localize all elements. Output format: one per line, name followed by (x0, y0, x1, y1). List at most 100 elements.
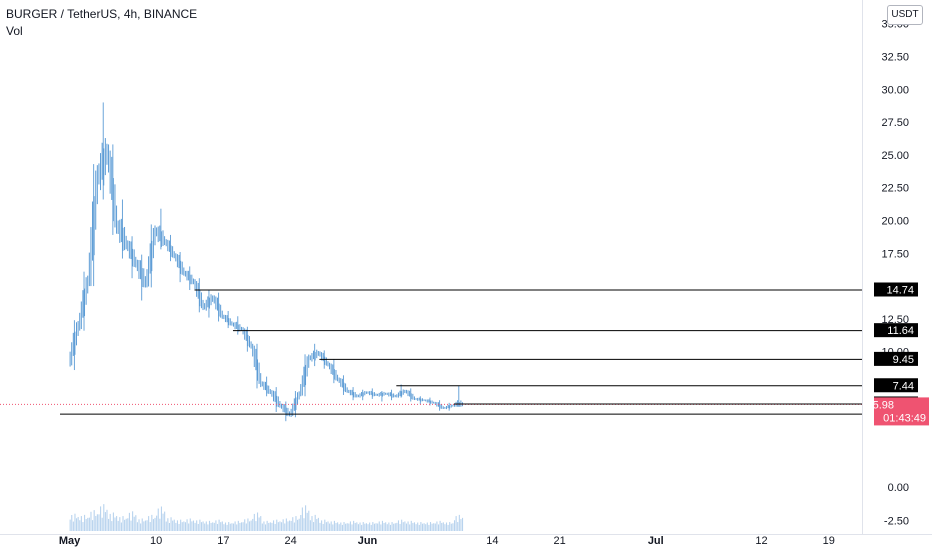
volume-bar (250, 520, 252, 531)
volume-bar (148, 516, 150, 531)
volume-bar (106, 509, 108, 531)
volume-bar (223, 524, 225, 531)
volume-bar (295, 516, 297, 531)
volume-bar (146, 520, 148, 531)
price-tick-label: 22.50 (881, 183, 909, 195)
volume-bar (80, 516, 82, 531)
volume-bar (255, 521, 257, 531)
volume-bar (194, 522, 196, 531)
volume-bar (93, 510, 95, 531)
volume-bar (404, 521, 406, 531)
volume-bar (192, 520, 195, 531)
price-tick-label: 12.50 (881, 314, 909, 326)
volume-bar (369, 522, 371, 531)
volume-bar (103, 504, 105, 531)
time-tick-label: Jun (358, 535, 378, 547)
volume-bar (300, 514, 302, 531)
price-tick-label: 20.00 (881, 216, 909, 228)
price-tick-label: 17.50 (881, 248, 909, 260)
volume-bar (410, 520, 412, 531)
volume-bar (426, 522, 428, 531)
volume-bar (127, 518, 129, 531)
volume-bar (325, 522, 327, 531)
volume-bar (292, 517, 294, 531)
volume-bar (290, 520, 292, 531)
time-tick-label: 21 (554, 535, 566, 547)
volume-bar (305, 505, 307, 531)
volume-bar (383, 522, 385, 531)
volume-bar (337, 522, 339, 531)
volume-bar (98, 514, 100, 531)
volume-bar (87, 517, 89, 531)
currency-button[interactable]: USDT (887, 5, 923, 25)
volume-bar (128, 512, 130, 531)
volume-bar (260, 516, 262, 531)
volume-bar (285, 518, 287, 531)
volume-bar (140, 523, 142, 531)
volume-bar (228, 522, 230, 531)
volume-bar (362, 522, 364, 531)
volume-bar (122, 516, 124, 531)
volume-bar (178, 523, 180, 531)
volume-bar (256, 512, 259, 531)
volume-bar (284, 523, 286, 531)
price-tick-label: 32.50 (881, 52, 909, 64)
volume-bar (276, 519, 278, 531)
volume-bar (281, 522, 283, 531)
volume-bar (220, 522, 222, 531)
volume-bar (415, 524, 417, 531)
volume-bar (433, 523, 435, 531)
volume-bar (92, 520, 94, 531)
volume-bar (184, 522, 187, 531)
volume-bar (436, 521, 438, 531)
time-tick-label: 14 (486, 535, 498, 547)
volume-bar (204, 523, 206, 531)
volume-bar (298, 518, 300, 531)
volume-bar (167, 518, 169, 531)
volume-bar (279, 521, 281, 531)
volume-bar (319, 522, 321, 531)
time-tick-label: 12 (755, 535, 767, 547)
time-tick-label: Jul (648, 535, 664, 547)
volume-bar (377, 523, 379, 531)
volume-bar (316, 519, 318, 531)
volume-bar (229, 523, 231, 531)
volume-bar (271, 522, 273, 531)
volume-bar (442, 522, 444, 531)
volume-bar (208, 520, 211, 531)
volume-bar (261, 523, 263, 531)
volume-bar (329, 523, 331, 531)
volume-bar (232, 523, 235, 531)
volume-bar (423, 523, 425, 531)
volume-bar (327, 521, 329, 531)
volume-bar (188, 523, 190, 531)
volume-bar (114, 517, 116, 531)
volume-bar (154, 517, 156, 531)
volume-bar (441, 522, 443, 531)
level-label: 9.45 (893, 354, 914, 366)
volume-bar (74, 513, 76, 531)
volume-bar (322, 523, 324, 531)
volume-bar (349, 521, 351, 531)
volume-bar (303, 518, 305, 531)
volume-bar (164, 511, 166, 531)
volume-bar (452, 523, 454, 531)
volume-bar (242, 522, 244, 531)
volume-bar (301, 507, 303, 531)
volume-bar (162, 513, 164, 531)
volume-bar (101, 517, 103, 531)
volume-bar (224, 522, 227, 531)
volume-bar (413, 522, 416, 531)
volume-bar (132, 511, 134, 531)
volume-bar (226, 524, 228, 531)
volume-bar (202, 521, 204, 531)
volume-bar (239, 522, 241, 531)
volume-bar (151, 514, 153, 531)
volume-bar (370, 524, 372, 531)
volume-bar (396, 522, 398, 531)
volume-indicator-label[interactable]: Vol (6, 24, 23, 38)
volume-bar (356, 522, 358, 531)
volume-bar (79, 520, 81, 531)
volume-bar (175, 522, 177, 531)
